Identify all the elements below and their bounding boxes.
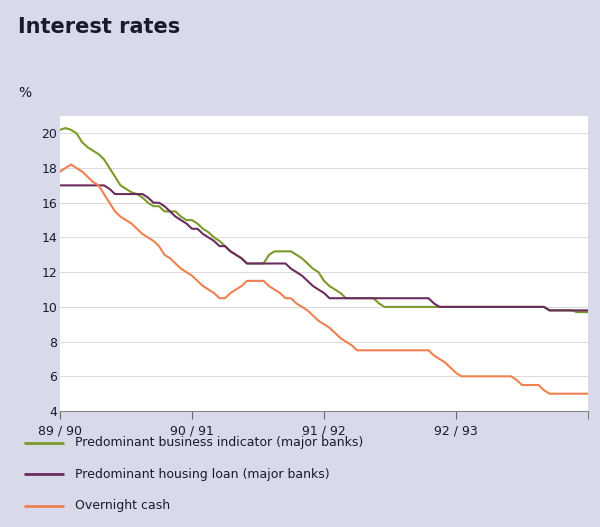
Text: %: %	[18, 86, 31, 100]
Text: Predominant housing loan (major banks): Predominant housing loan (major banks)	[76, 468, 330, 481]
Text: Interest rates: Interest rates	[18, 17, 180, 37]
Text: Predominant business indicator (major banks): Predominant business indicator (major ba…	[76, 436, 364, 449]
Text: Overnight cash: Overnight cash	[76, 500, 170, 512]
